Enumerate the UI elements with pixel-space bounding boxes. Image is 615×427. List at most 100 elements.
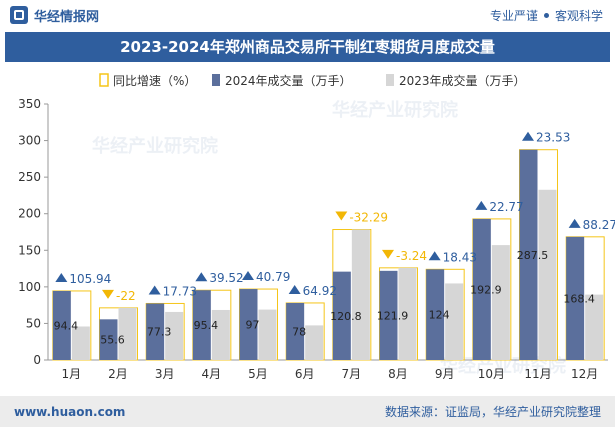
bar-2023 bbox=[398, 267, 417, 360]
bar-2024-value-label: 168.4 bbox=[563, 292, 595, 305]
bar-2023 bbox=[585, 294, 604, 360]
bar-2023 bbox=[71, 326, 90, 360]
y-tick-label: 250 bbox=[18, 170, 41, 184]
legend: 同比增速（%） 2024年成交量（万手） 2023年成交量（万手） bbox=[99, 73, 526, 88]
motto-right: 客观科学 bbox=[554, 8, 603, 23]
bar-2024-value-label: 78 bbox=[292, 325, 306, 338]
y-tick-label: 200 bbox=[18, 207, 41, 221]
bar-2024-value-label: 77.3 bbox=[147, 326, 172, 339]
motto: 专业严谨 客观科学 bbox=[490, 7, 603, 24]
growth-up-arrow-icon bbox=[288, 284, 301, 294]
bar-2023 bbox=[211, 309, 230, 360]
bar-2024 bbox=[286, 302, 305, 360]
growth-label: -32.29 bbox=[349, 211, 388, 225]
bar-2023 bbox=[305, 325, 324, 360]
bar-2024 bbox=[566, 236, 585, 360]
motto-left: 专业严谨 bbox=[489, 8, 538, 23]
bar-2023 bbox=[258, 309, 277, 360]
bar-2024-value-label: 97 bbox=[246, 319, 260, 332]
y-tick-label: 300 bbox=[18, 134, 41, 148]
footer-source: 数据来源：证监局，华经产业研究院整理 bbox=[384, 405, 601, 419]
x-tick-label: 12月 bbox=[571, 367, 598, 381]
legend-2023-swatch bbox=[386, 74, 394, 86]
legend-growth-label: 同比增速（%） bbox=[113, 74, 196, 88]
bar-2023 bbox=[165, 311, 184, 360]
bar-2023 bbox=[538, 189, 557, 360]
data-labels: 94.4 105.94 55.6 -22 77.3 17.73 95.4 39.52 97 40.… bbox=[54, 131, 615, 347]
x-tick-label: 9月 bbox=[435, 367, 455, 381]
x-tick-label: 7月 bbox=[342, 367, 362, 381]
x-tick-label: 11月 bbox=[524, 367, 551, 381]
bar-2024-value-label: 287.5 bbox=[517, 249, 549, 262]
growth-label: -3.24 bbox=[396, 249, 427, 263]
chart-plot: 同比增速（%） 2024年成交量（万手） 2023年成交量（万手） 0 50 100… bbox=[18, 73, 615, 381]
bar-2024-value-label: 120.8 bbox=[330, 310, 362, 323]
growth-up-arrow-icon bbox=[242, 271, 254, 281]
bar-2024 bbox=[192, 290, 211, 360]
bar-2024-value-label: 55.6 bbox=[100, 334, 125, 347]
growth-up-arrow-icon bbox=[475, 200, 488, 210]
bar-2024 bbox=[99, 319, 118, 360]
growth-up-arrow-icon bbox=[568, 218, 581, 228]
bar-2024-value-label: 94.4 bbox=[54, 319, 79, 332]
footer-site: www.huaon.com bbox=[14, 404, 126, 419]
bar-2024 bbox=[426, 269, 445, 360]
x-tick-label: 5月 bbox=[248, 367, 268, 381]
y-tick-label: 150 bbox=[18, 243, 41, 257]
bar-2024 bbox=[519, 149, 538, 360]
bar-2024 bbox=[472, 218, 491, 360]
y-tick-label: 350 bbox=[18, 97, 41, 111]
bar-2023 bbox=[445, 283, 464, 360]
bar-2024-value-label: 121.9 bbox=[377, 309, 409, 322]
y-tick-label: 100 bbox=[18, 280, 41, 294]
x-tick-label: 10月 bbox=[478, 367, 505, 381]
growth-label: 22.77 bbox=[489, 200, 523, 214]
bar-2024-value-label: 192.9 bbox=[470, 283, 502, 296]
axes: 0 50 100 150 200 250 300 350 1月 2月 3月 4月 5月 6月 7月 8月 9月 1… bbox=[18, 97, 608, 381]
growth-label: 64.92 bbox=[303, 284, 337, 298]
bar-2024-value-label: 124 bbox=[429, 309, 450, 322]
bar-2024 bbox=[239, 289, 258, 360]
x-tick-label: 3月 bbox=[155, 367, 175, 381]
growth-up-arrow-icon bbox=[55, 272, 68, 282]
x-tick-label: 6月 bbox=[295, 367, 315, 381]
growth-label: 105.94 bbox=[69, 272, 111, 286]
brand-logo-icon bbox=[10, 6, 28, 24]
growth-down-arrow-icon bbox=[102, 289, 114, 299]
brand-name: 华经情报网 bbox=[34, 9, 100, 25]
bar-2024-value-label: 95.4 bbox=[194, 319, 219, 332]
growth-up-arrow-icon bbox=[522, 131, 534, 141]
bar-2024 bbox=[332, 271, 351, 360]
growth-label: 23.53 bbox=[536, 131, 570, 145]
brand: 华经情报网 bbox=[10, 6, 99, 25]
growth-up-arrow-icon bbox=[195, 272, 208, 282]
chart-title: 2023-2024年郑州商品交易所干制红枣期货月度成交量 bbox=[5, 32, 610, 62]
x-tick-label: 1月 bbox=[62, 367, 82, 381]
x-tick-label: 8月 bbox=[388, 367, 408, 381]
y-tick-label: 0 bbox=[33, 353, 41, 367]
growth-label: 88.27 bbox=[583, 218, 615, 232]
growth-down-arrow-icon bbox=[382, 249, 394, 259]
bar-2024 bbox=[379, 270, 398, 360]
bar-2023 bbox=[491, 245, 510, 360]
motto-dot-icon bbox=[543, 12, 549, 18]
growth-up-arrow-icon bbox=[148, 285, 161, 295]
footer: www.huaon.com 数据来源：证监局，华经产业研究院整理 bbox=[0, 396, 615, 427]
growth-label: 40.79 bbox=[256, 270, 290, 284]
legend-2024-swatch bbox=[212, 74, 220, 86]
bar-2024 bbox=[52, 290, 71, 360]
growth-label: -22 bbox=[116, 289, 136, 303]
bar-2023 bbox=[351, 229, 370, 360]
y-tick-label: 50 bbox=[26, 316, 41, 330]
top-bar: 华经情报网 专业严谨 客观科学 bbox=[0, 0, 615, 30]
legend-2023-label: 2023年成交量（万手） bbox=[399, 73, 526, 88]
bar-2024 bbox=[146, 303, 165, 360]
growth-down-arrow-icon bbox=[335, 211, 348, 221]
bar-2023 bbox=[118, 307, 137, 360]
bars bbox=[52, 149, 605, 361]
growth-label: 18.43 bbox=[443, 250, 477, 264]
legend-2024-label: 2024年成交量（万手） bbox=[225, 73, 352, 88]
growth-label: 17.73 bbox=[163, 284, 197, 298]
x-tick-label: 2月 bbox=[108, 367, 128, 381]
